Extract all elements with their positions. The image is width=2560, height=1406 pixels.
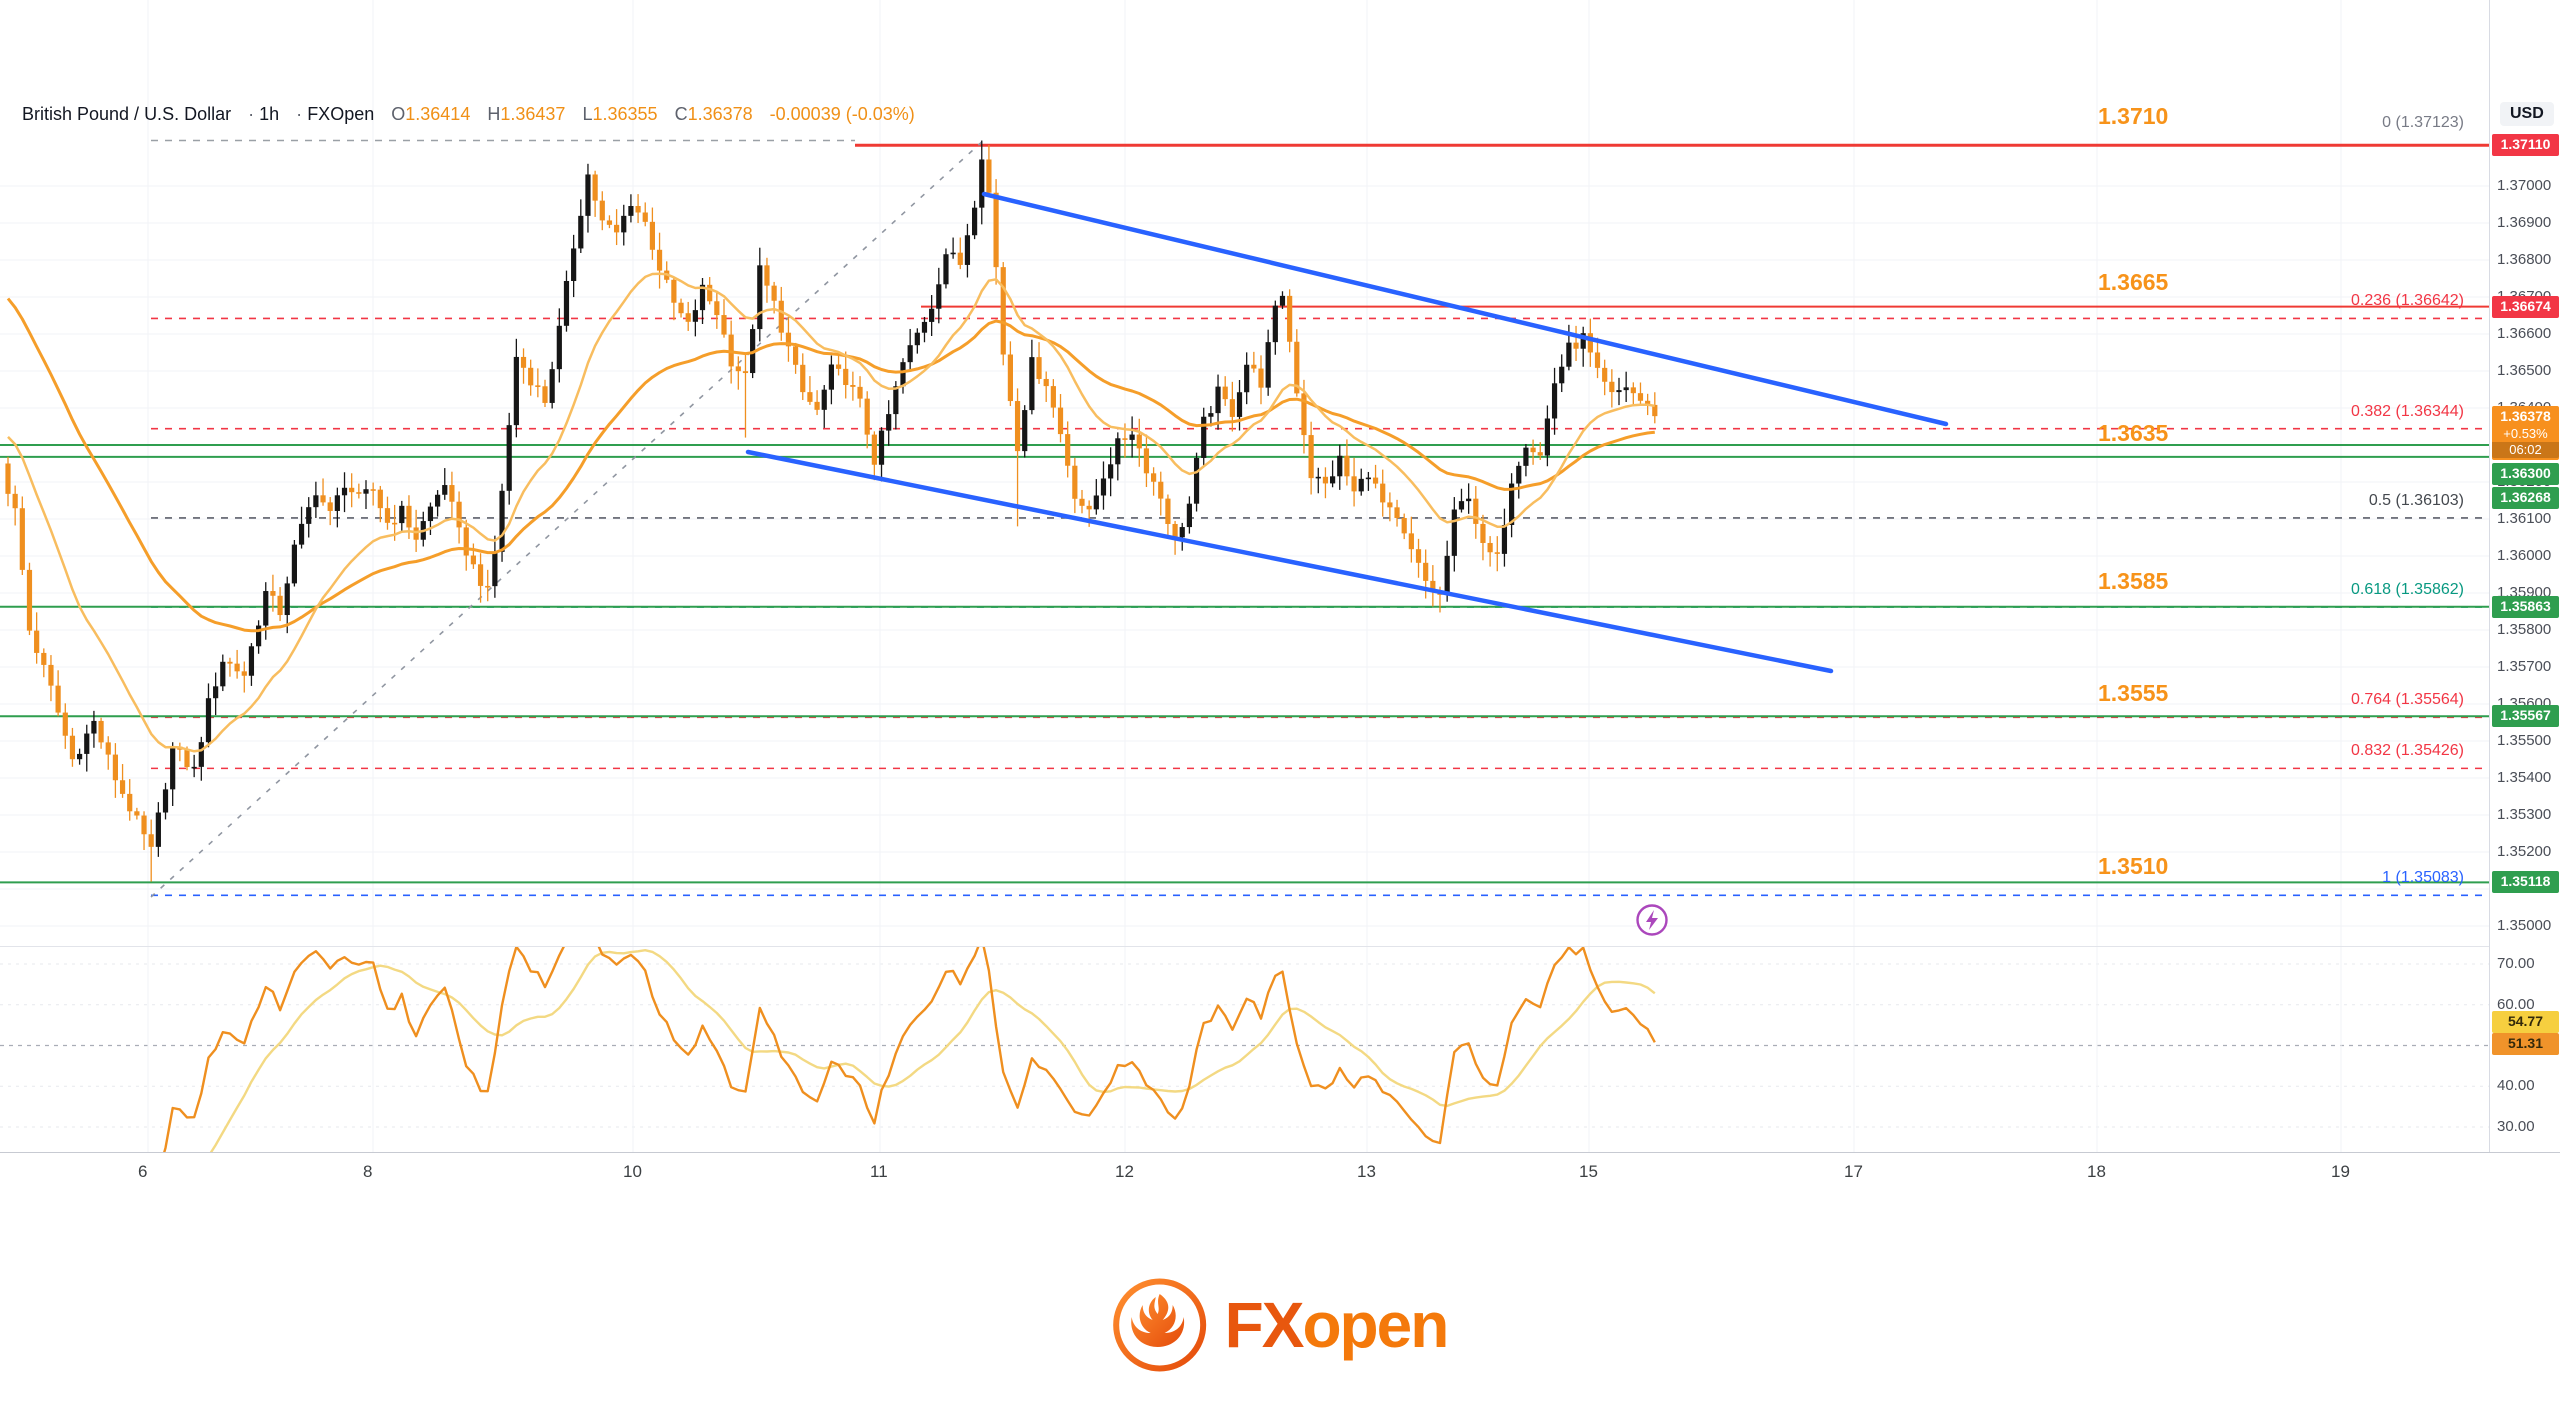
interval-label: 1h — [259, 104, 280, 124]
blue-trendline[interactable] — [745, 449, 1834, 674]
blue-trendline[interactable] — [981, 191, 1949, 427]
price-alert-tag[interactable]: 1.35863 — [2492, 596, 2559, 618]
rsi-axis-tick: 30.00 — [2497, 1118, 2535, 1135]
ohlc-high-letter: H — [487, 104, 501, 124]
ema-line[interactable] — [6, 297, 1655, 633]
dashed-trendline[interactable] — [150, 139, 985, 898]
price-tick: 1.36600 — [2497, 325, 2552, 342]
price-axis[interactable]: USD 1.350001.351001.352001.353001.354001… — [2489, 0, 2560, 1152]
fxopen-phoenix-icon — [1113, 1278, 1207, 1372]
time-label: 8 — [363, 1162, 373, 1181]
price-alert-tag[interactable]: 1.36674 — [2492, 296, 2559, 318]
price-tick: 1.35000 — [2497, 917, 2552, 934]
rsi-gridlines — [0, 946, 2489, 1152]
candles — [5, 140, 1658, 882]
panel-divider[interactable] — [0, 946, 2489, 947]
logo-open-text: open — [1302, 1289, 1449, 1361]
price-tick: 1.36800 — [2497, 251, 2552, 268]
time-label: 10 — [623, 1162, 642, 1181]
rsi-value-tag[interactable]: 51.31 — [2492, 1033, 2559, 1055]
main-gridlines — [0, 0, 2489, 946]
price-alert-tag[interactable]: 1.36300 — [2492, 463, 2559, 485]
price-tick: 1.36100 — [2497, 510, 2552, 527]
time-label: 17 — [1844, 1162, 1863, 1181]
provider-label: FXOpen — [307, 104, 375, 124]
rsi-line[interactable] — [15, 946, 1656, 1152]
fxopen-logo: FXopen — [1113, 1278, 1450, 1372]
time-label: 18 — [2087, 1162, 2106, 1181]
change-value: -0.00039 (-0.03%) — [769, 104, 915, 124]
ema-line[interactable] — [7, 272, 1656, 753]
price-tick: 1.36900 — [2497, 214, 2552, 231]
time-axis[interactable]: 6 8 10 11 12 13 15 17 18 19 — [0, 1153, 2489, 1191]
current-price-tag[interactable]: 1.36378 +0.53% 06:02 — [2492, 406, 2559, 460]
ohlc-low-value: 1.36355 — [592, 104, 658, 124]
price-alert-tag[interactable]: 1.36268 — [2492, 487, 2559, 509]
time-label: 12 — [1115, 1162, 1134, 1181]
time-label: 6 — [138, 1162, 148, 1181]
price-alert-tag[interactable]: 1.37110 — [2492, 134, 2559, 156]
rsi-panel-canvas[interactable] — [0, 946, 2489, 1152]
ohlc-high-value: 1.36437 — [500, 104, 566, 124]
rsi-value-tag[interactable]: 54.77 — [2492, 1011, 2559, 1033]
time-label: 13 — [1357, 1162, 1376, 1181]
legend-separator: · — [248, 104, 255, 124]
price-tick: 1.35400 — [2497, 769, 2552, 786]
price-tick: 1.36500 — [2497, 362, 2552, 379]
ohlc-low-letter: L — [582, 104, 593, 124]
price-tick: 1.36000 — [2497, 547, 2552, 564]
legend-separator: · — [296, 104, 303, 124]
ohlc-close-value: 1.36378 — [687, 104, 753, 124]
price-tick: 1.35700 — [2497, 658, 2552, 675]
price-tick: 1.37000 — [2497, 177, 2552, 194]
price-alert-tag[interactable]: 1.35567 — [2492, 705, 2559, 727]
price-tick: 1.35800 — [2497, 621, 2552, 638]
fxopen-wordmark: FXopen — [1225, 1293, 1450, 1357]
currency-label[interactable]: USD — [2500, 102, 2554, 126]
rsi-axis-tick: 40.00 — [2497, 1077, 2535, 1095]
time-label: 19 — [2331, 1162, 2350, 1181]
rsi-ma-line[interactable] — [15, 948, 1656, 1152]
symbol-legend[interactable]: British Pound / U.S. Dollar · 1h · FXOpe… — [22, 104, 915, 125]
price-tick: 1.35200 — [2497, 843, 2552, 860]
time-axis-border — [0, 1152, 2560, 1153]
alert-flash-icon[interactable] — [1635, 903, 1669, 937]
time-label: 11 — [870, 1162, 888, 1181]
rsi-axis-tick: 60.00 — [2497, 995, 2535, 1013]
rsi-axis-tick: 70.00 — [2497, 955, 2535, 972]
symbol-title: British Pound / U.S. Dollar — [22, 104, 232, 124]
ohlc-close-letter: C — [674, 104, 688, 124]
ohlc-open-letter: O — [391, 104, 406, 124]
price-tick: 1.35300 — [2497, 806, 2552, 823]
time-label: 15 — [1579, 1162, 1598, 1181]
price-alert-tag[interactable]: 1.35118 — [2492, 871, 2559, 893]
main-chart-canvas[interactable] — [0, 0, 2489, 946]
ohlc-open-value: 1.36414 — [405, 104, 471, 124]
logo-fx-text: FX — [1224, 1289, 1305, 1361]
price-tick: 1.35500 — [2497, 732, 2552, 749]
